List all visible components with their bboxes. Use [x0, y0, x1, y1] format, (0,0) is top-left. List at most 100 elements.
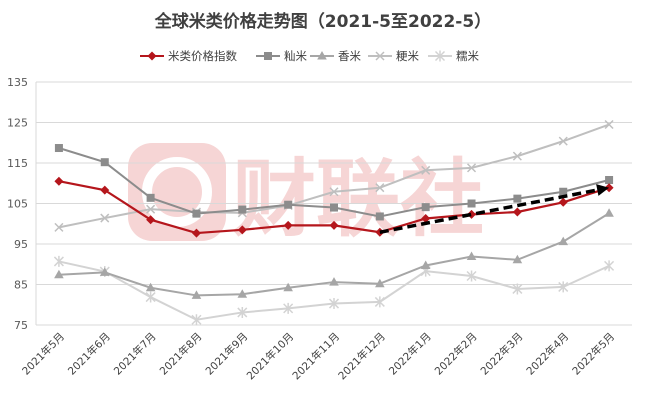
y-tick-label: 105: [7, 198, 28, 211]
legend-item-2: 香米: [310, 49, 361, 63]
data-point: [237, 289, 248, 298]
data-point: [329, 187, 339, 197]
legend-item-3: 粳米: [368, 49, 419, 63]
data-point: [375, 212, 384, 221]
data-point: [283, 302, 294, 314]
legend: 米类价格指数 籼米 香米 粳米 糯米: [140, 49, 479, 63]
data-point: [604, 260, 615, 272]
data-point: [237, 306, 248, 318]
data-point: [100, 213, 110, 223]
data-point: [145, 282, 156, 292]
legend-item-1: 籼米: [256, 49, 307, 63]
x-tick-label: 2021年12月: [336, 330, 388, 382]
y-tick-label: 95: [14, 238, 28, 251]
watermark: 财联社: [128, 143, 484, 248]
data-point: [512, 283, 523, 295]
trend-arrow-head: [596, 184, 610, 196]
series-0: [54, 176, 614, 238]
legend-swatch-marker: [434, 50, 446, 62]
data-point: [605, 176, 614, 185]
data-point: [100, 158, 109, 167]
data-point: [53, 255, 64, 267]
legend-label: 籼米: [284, 49, 307, 63]
data-point: [329, 220, 339, 230]
data-point: [191, 228, 201, 238]
series-1: [54, 144, 614, 221]
y-tick-label: 75: [14, 319, 28, 332]
data-point: [375, 278, 385, 288]
x-tick-label: 2022年1月: [386, 330, 434, 378]
data-point: [512, 254, 523, 264]
x-tick-label: 2022年3月: [478, 330, 526, 378]
data-point: [237, 225, 247, 235]
data-point: [146, 204, 156, 214]
legend-label: 糯米: [456, 49, 479, 63]
x-axis: 2021年5月2021年6月2021年7月2021年8月2021年9月2021年…: [19, 330, 617, 382]
data-point: [513, 194, 522, 203]
data-point: [558, 197, 568, 207]
data-point: [466, 251, 477, 261]
data-point: [329, 277, 339, 286]
data-point: [466, 270, 477, 282]
legend-label: 粳米: [396, 49, 419, 63]
data-point: [467, 199, 476, 208]
data-point: [467, 209, 477, 219]
x-tick-label: 2021年11月: [290, 330, 342, 382]
data-point: [146, 215, 156, 225]
data-point: [54, 176, 64, 186]
data-point: [558, 236, 569, 246]
x-tick-label: 2022年4月: [524, 330, 572, 378]
data-point: [512, 151, 522, 161]
data-point: [604, 119, 614, 130]
legend-swatch-marker: [317, 51, 327, 60]
x-tick-label: 2021年6月: [65, 330, 113, 378]
x-tick-label: 2021年5月: [19, 330, 67, 378]
data-point: [558, 281, 569, 293]
data-point: [374, 296, 385, 308]
data-point: [54, 269, 64, 279]
series-4: [53, 255, 615, 326]
series-layer: [53, 119, 615, 326]
trend-arrow-line: [379, 188, 598, 234]
data-point: [558, 136, 568, 146]
data-point: [145, 291, 156, 303]
y-tick-label: 115: [7, 157, 28, 170]
series-line: [58, 260, 610, 321]
data-point: [146, 193, 155, 202]
legend-item-4: 糯米: [428, 49, 479, 63]
data-point: [284, 200, 293, 209]
data-point: [328, 298, 340, 310]
data-point: [283, 282, 293, 292]
y-axis: 75 85 95 105 115 125 135: [7, 76, 28, 332]
trend-arrow-layer: [379, 184, 610, 234]
data-point: [420, 260, 431, 269]
x-tick-label: 2022年2月: [432, 330, 480, 378]
data-point: [191, 314, 202, 326]
legend-swatch-marker: [264, 52, 272, 60]
legend-swatch-marker: [147, 51, 157, 61]
data-point: [512, 207, 522, 217]
data-point: [99, 267, 110, 276]
data-point: [54, 144, 63, 153]
x-tick-label: 2021年7月: [111, 330, 159, 378]
data-point: [421, 203, 430, 212]
x-tick-label: 2022年5月: [570, 330, 618, 378]
data-point: [467, 163, 477, 173]
data-point: [559, 187, 568, 196]
data-point: [375, 183, 385, 193]
data-point: [191, 290, 202, 299]
data-point: [238, 205, 247, 214]
data-point: [330, 203, 338, 212]
y-tick-label: 85: [14, 279, 28, 292]
y-tick-label: 135: [7, 76, 28, 89]
legend-label: 香米: [338, 49, 361, 63]
x-tick-label: 2021年10月: [244, 330, 296, 382]
series-2: [54, 208, 614, 299]
legend-item-0: 米类价格指数: [140, 49, 237, 63]
watermark-text: 财联社: [232, 150, 484, 248]
data-point: [100, 185, 110, 195]
y-tick-label: 125: [7, 117, 28, 130]
watermark-logo-ring: [142, 157, 212, 227]
